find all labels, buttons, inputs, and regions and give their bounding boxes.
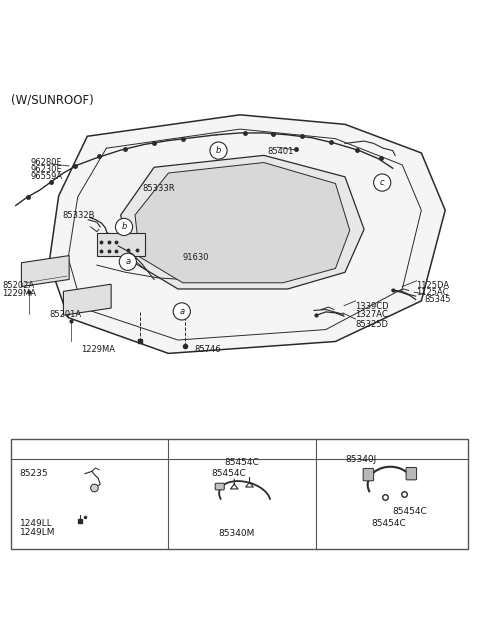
Text: 85332B: 85332B <box>62 211 95 220</box>
Text: 85340M: 85340M <box>218 529 255 538</box>
Text: b: b <box>121 223 127 232</box>
Circle shape <box>236 443 249 456</box>
Text: c: c <box>380 178 384 187</box>
Text: 85201A: 85201A <box>49 310 81 319</box>
Text: c: c <box>385 445 390 454</box>
Text: 85333R: 85333R <box>142 184 175 193</box>
Text: 85202A: 85202A <box>2 281 35 290</box>
Text: 1229MA: 1229MA <box>2 289 36 298</box>
Polygon shape <box>63 284 111 316</box>
Text: b: b <box>216 146 221 155</box>
Text: 85401: 85401 <box>268 147 294 156</box>
FancyBboxPatch shape <box>406 467 417 480</box>
Text: (W/SUNROOF): (W/SUNROOF) <box>11 93 94 106</box>
Text: 96280F: 96280F <box>30 157 61 167</box>
Text: 91630: 91630 <box>183 253 209 262</box>
Text: 96559A: 96559A <box>30 172 62 181</box>
Text: 85746: 85746 <box>195 346 221 355</box>
Text: 85454C: 85454C <box>211 469 246 478</box>
Polygon shape <box>120 156 364 289</box>
Text: a: a <box>125 257 131 266</box>
Text: 1125AC: 1125AC <box>417 287 449 296</box>
Circle shape <box>381 443 395 456</box>
Text: 1249LM: 1249LM <box>20 527 55 536</box>
Circle shape <box>83 443 96 456</box>
Text: a: a <box>179 307 184 316</box>
Bar <box>11 439 468 549</box>
Circle shape <box>373 174 391 191</box>
Text: 85345: 85345 <box>425 294 451 304</box>
Polygon shape <box>49 115 445 353</box>
Text: 1125DA: 1125DA <box>417 281 450 290</box>
Text: 85340J: 85340J <box>345 454 376 463</box>
Text: 85454C: 85454C <box>393 507 428 516</box>
Text: 85325D: 85325D <box>356 320 388 329</box>
Circle shape <box>119 253 136 270</box>
Bar <box>97 233 144 255</box>
Polygon shape <box>135 163 350 283</box>
Polygon shape <box>22 255 69 287</box>
Text: 1339CD: 1339CD <box>356 302 389 311</box>
Text: 85454C: 85454C <box>371 520 406 529</box>
Text: 1249LL: 1249LL <box>20 520 52 529</box>
Text: 1327AC: 1327AC <box>356 310 388 319</box>
Text: a: a <box>87 445 92 454</box>
Text: 96230E: 96230E <box>30 165 62 174</box>
Text: 85235: 85235 <box>20 469 48 478</box>
Circle shape <box>116 218 132 236</box>
Circle shape <box>91 484 98 492</box>
Text: 85454C: 85454C <box>225 458 260 467</box>
Text: 1229MA: 1229MA <box>82 346 116 355</box>
Circle shape <box>210 142 227 159</box>
Text: b: b <box>240 445 245 454</box>
Circle shape <box>173 303 191 320</box>
FancyBboxPatch shape <box>363 468 373 481</box>
FancyBboxPatch shape <box>215 483 224 490</box>
